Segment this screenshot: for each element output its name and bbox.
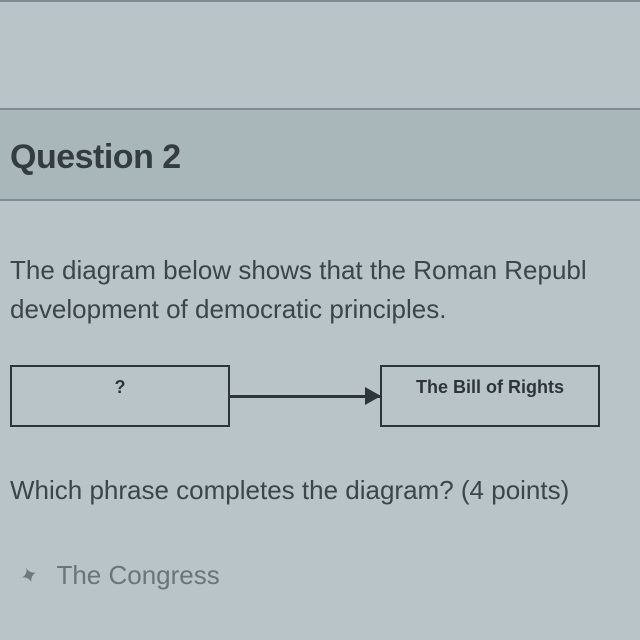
diagram-box-right: The Bill of Rights (380, 365, 600, 427)
arrow-line (230, 395, 380, 398)
diagram-box-left: ? (10, 365, 230, 427)
answer-option-a-label: The Congress (56, 560, 219, 591)
top-divider (0, 0, 640, 18)
answer-option-a[interactable]: ✦ The Congress (10, 560, 630, 591)
prompt-line-1: The diagram below shows that the Roman R… (10, 255, 587, 285)
flow-diagram: ? The Bill of Rights (10, 365, 630, 427)
diagram-arrow (230, 381, 380, 411)
question-content: The diagram below shows that the Roman R… (0, 201, 640, 591)
question-header-band: Question 2 (0, 108, 640, 201)
question-subprompt: Which phrase completes the diagram? (4 p… (10, 475, 630, 506)
diagram-box-right-label: The Bill of Rights (416, 377, 564, 398)
arrow-head-icon (365, 387, 381, 405)
cursor-icon: ✦ (16, 560, 42, 591)
prompt-line-2: development of democratic principles. (10, 294, 446, 324)
question-prompt: The diagram below shows that the Roman R… (10, 251, 630, 329)
question-title: Question 2 (10, 138, 630, 177)
diagram-box-left-label: ? (115, 377, 126, 398)
